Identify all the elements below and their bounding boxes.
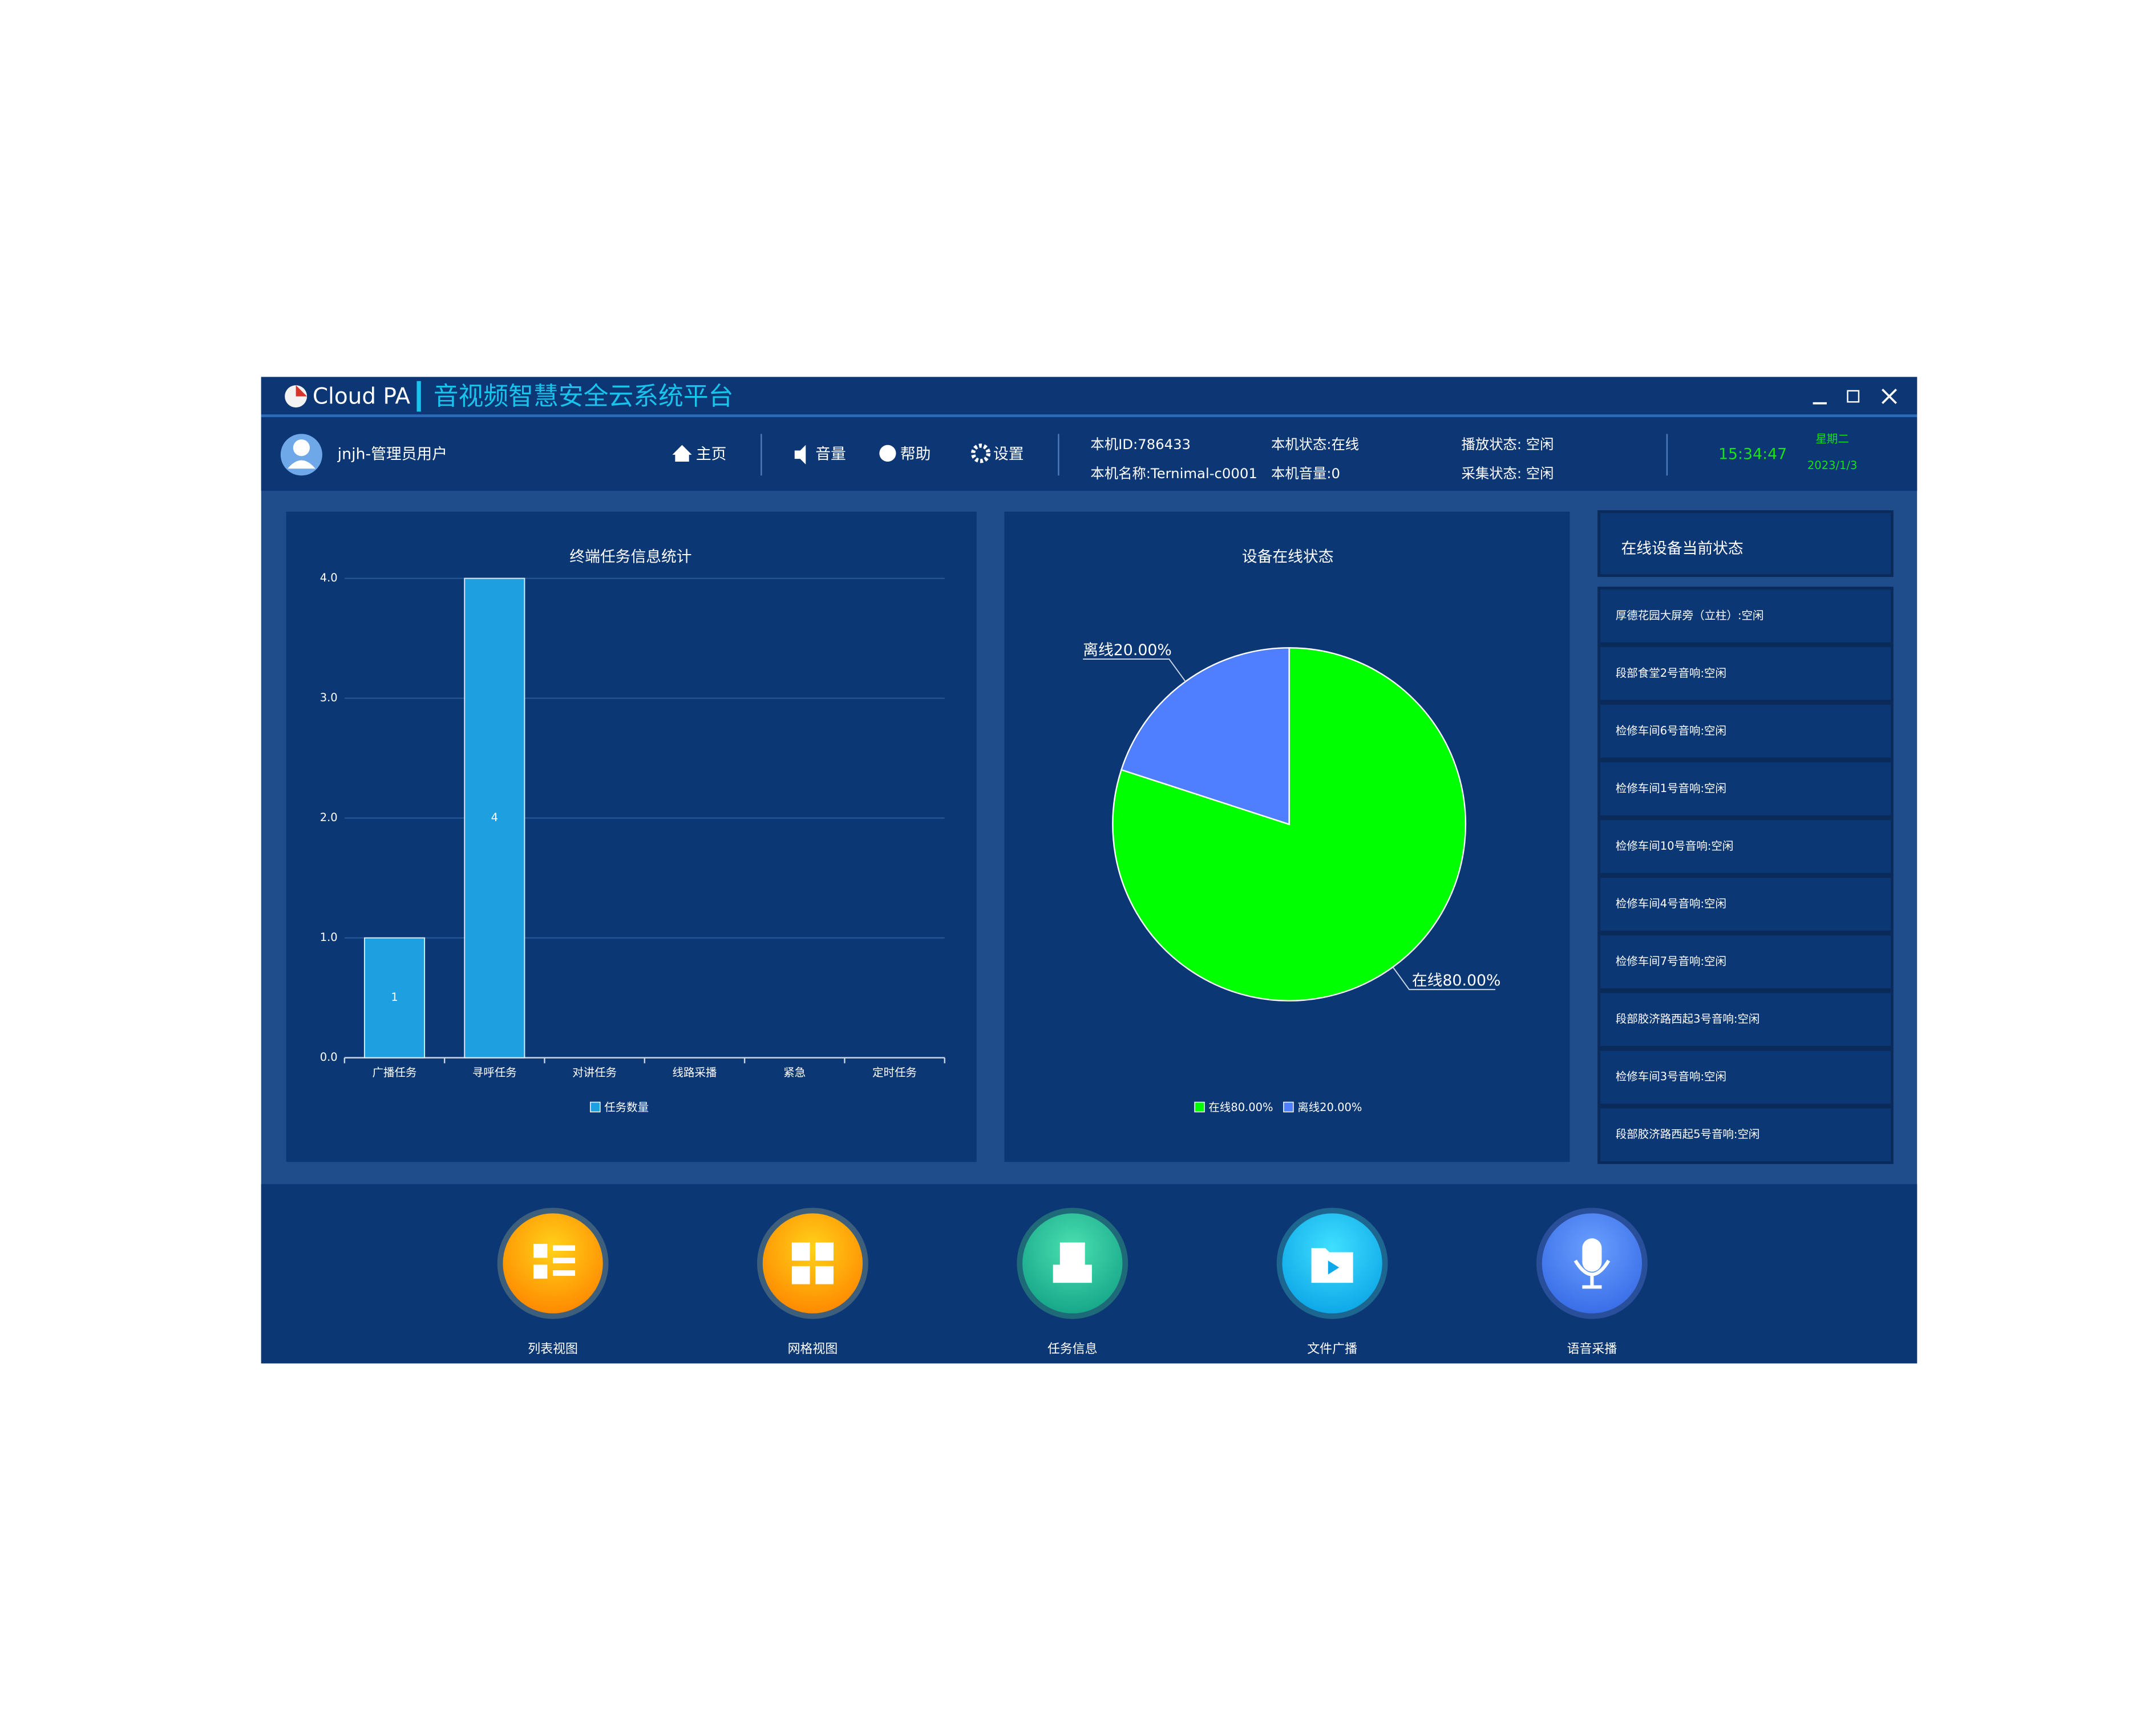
avatar-body bbox=[288, 460, 315, 469]
legend-swatch bbox=[590, 1101, 601, 1113]
legend-label: 离线20.00% bbox=[1297, 1101, 1362, 1114]
button-label[interactable]: 列表视图 bbox=[528, 1342, 578, 1356]
bar bbox=[363, 937, 426, 1059]
device-label: 检修车间7号音响:空闲 bbox=[1616, 955, 1726, 968]
avatar-head bbox=[293, 439, 310, 457]
y-tick-label: 0.0 bbox=[320, 1051, 338, 1064]
chart-title: 终端任务信息统计 bbox=[569, 548, 691, 566]
device-label: 段部胶济路西起3号音响:空闲 bbox=[1616, 1012, 1760, 1025]
leader-line bbox=[1083, 658, 1186, 682]
x-tick-label: 寻呼任务 bbox=[472, 1066, 517, 1079]
x-tick-label: 广播任务 bbox=[373, 1066, 417, 1079]
button-grid-view[interactable] bbox=[757, 1207, 868, 1319]
device-label: 厚德花园大屏旁（立柱）:空闲 bbox=[1616, 609, 1764, 622]
button-list-view[interactable] bbox=[497, 1207, 609, 1319]
user-name[interactable]: jnjh-管理员用户 bbox=[337, 445, 447, 463]
weekday: 星期二 bbox=[1815, 433, 1848, 446]
device-item[interactable] bbox=[1597, 932, 1894, 991]
legend-label: 在线80.00% bbox=[1208, 1101, 1273, 1114]
button-icon bbox=[1573, 1259, 1611, 1289]
device-item[interactable] bbox=[1597, 990, 1894, 1049]
x-tick-label: 定时任务 bbox=[872, 1066, 917, 1079]
button-file-broadcast[interactable] bbox=[1276, 1207, 1388, 1319]
legend-swatch bbox=[1194, 1101, 1205, 1113]
device-item[interactable] bbox=[1597, 1105, 1894, 1164]
status-text: 采集状态: 空闲 bbox=[1462, 465, 1554, 482]
close-button[interactable] bbox=[1882, 389, 1897, 405]
button-voice-capture[interactable] bbox=[1536, 1207, 1648, 1319]
app-title: 音视频智慧安全云系统平台 bbox=[434, 382, 734, 411]
date: 2023/1/3 bbox=[1807, 459, 1857, 472]
volume-icon bbox=[794, 445, 806, 464]
button-task-info[interactable] bbox=[1017, 1207, 1128, 1319]
legend-swatch bbox=[1283, 1101, 1294, 1113]
button-label[interactable]: 网格视图 bbox=[788, 1342, 838, 1356]
bar bbox=[464, 577, 525, 1059]
button-icon bbox=[791, 1242, 834, 1284]
home-icon bbox=[672, 445, 692, 462]
device-label: 检修车间1号音响:空闲 bbox=[1616, 782, 1726, 795]
menu-item[interactable]: 帮助 bbox=[900, 445, 931, 463]
play-icon bbox=[1328, 1261, 1340, 1275]
toolbar bbox=[261, 417, 1918, 491]
device-label: 检修车间10号音响:空闲 bbox=[1616, 839, 1734, 853]
device-label: 检修车间6号音响:空闲 bbox=[1616, 724, 1726, 737]
button-label[interactable]: 文件广播 bbox=[1307, 1342, 1357, 1356]
device-label: 段部胶济路西起5号音响:空闲 bbox=[1616, 1128, 1760, 1141]
button-face[interactable] bbox=[762, 1213, 863, 1314]
device-panel-title: 在线设备当前状态 bbox=[1621, 540, 1744, 558]
button-label[interactable]: 任务信息 bbox=[1047, 1342, 1098, 1356]
menu-item[interactable]: 主页 bbox=[696, 445, 727, 463]
legend-label: 任务数量 bbox=[604, 1101, 649, 1114]
y-tick-label: 2.0 bbox=[320, 811, 338, 824]
pie-slice bbox=[1120, 647, 1290, 826]
logo-text: Cloud PA bbox=[313, 384, 411, 410]
slice-label: 在线80.00% bbox=[1412, 972, 1501, 989]
y-tick-label: 4.0 bbox=[320, 571, 338, 584]
device-list: 厚德花园大屏旁（立柱）:空闲段部食堂2号音响:空闲检修车间6号音响:空闲检修车间… bbox=[1597, 587, 1894, 1164]
device-panel-header bbox=[1597, 510, 1894, 577]
y-tick-label: 3.0 bbox=[320, 691, 338, 704]
x-tick-label: 紧急 bbox=[783, 1066, 806, 1079]
clock: 15:34:47 bbox=[1718, 445, 1787, 463]
button-icon bbox=[1582, 1238, 1602, 1272]
device-item[interactable] bbox=[1597, 587, 1894, 645]
button-icon bbox=[533, 1243, 576, 1279]
status-text: 播放状态: 空闲 bbox=[1462, 436, 1554, 453]
chart-title: 设备在线状态 bbox=[1242, 548, 1334, 566]
button-icon bbox=[1053, 1242, 1092, 1283]
x-tick-label: 对讲任务 bbox=[572, 1066, 617, 1079]
device-item[interactable] bbox=[1597, 1048, 1894, 1106]
slice-label: 离线20.00% bbox=[1083, 641, 1172, 659]
status-text: 本机状态:在线 bbox=[1271, 436, 1359, 453]
help-icon bbox=[879, 445, 896, 462]
x-tick-label: 线路采播 bbox=[673, 1066, 717, 1079]
device-item[interactable] bbox=[1597, 875, 1894, 934]
settings-icon bbox=[971, 443, 991, 463]
data-label: 4 bbox=[491, 811, 498, 824]
device-item[interactable] bbox=[1597, 760, 1894, 818]
device-item[interactable] bbox=[1597, 644, 1894, 703]
device-label: 检修车间3号音响:空闲 bbox=[1616, 1070, 1726, 1083]
title-bar bbox=[261, 377, 1918, 415]
device-label: 检修车间4号音响:空闲 bbox=[1616, 897, 1726, 910]
title-separator bbox=[416, 381, 421, 412]
y-tick-label: 1.0 bbox=[320, 931, 338, 944]
bar-panel bbox=[286, 511, 977, 1162]
device-item[interactable] bbox=[1597, 702, 1894, 761]
leader-line bbox=[1392, 967, 1495, 991]
menu-item[interactable]: 设置 bbox=[993, 445, 1024, 463]
status-text: 本机ID:786433 bbox=[1090, 436, 1191, 453]
restore-button[interactable] bbox=[1847, 390, 1860, 403]
device-label: 段部食堂2号音响:空闲 bbox=[1616, 666, 1726, 680]
status-text: 本机音量:0 bbox=[1271, 465, 1340, 482]
button-label[interactable]: 语音采播 bbox=[1567, 1342, 1617, 1356]
status-text: 本机名称:Ternimal-c0001 bbox=[1090, 465, 1257, 482]
device-item[interactable] bbox=[1597, 817, 1894, 876]
menu-item[interactable]: 音量 bbox=[815, 445, 846, 463]
data-label: 1 bbox=[391, 991, 398, 1004]
